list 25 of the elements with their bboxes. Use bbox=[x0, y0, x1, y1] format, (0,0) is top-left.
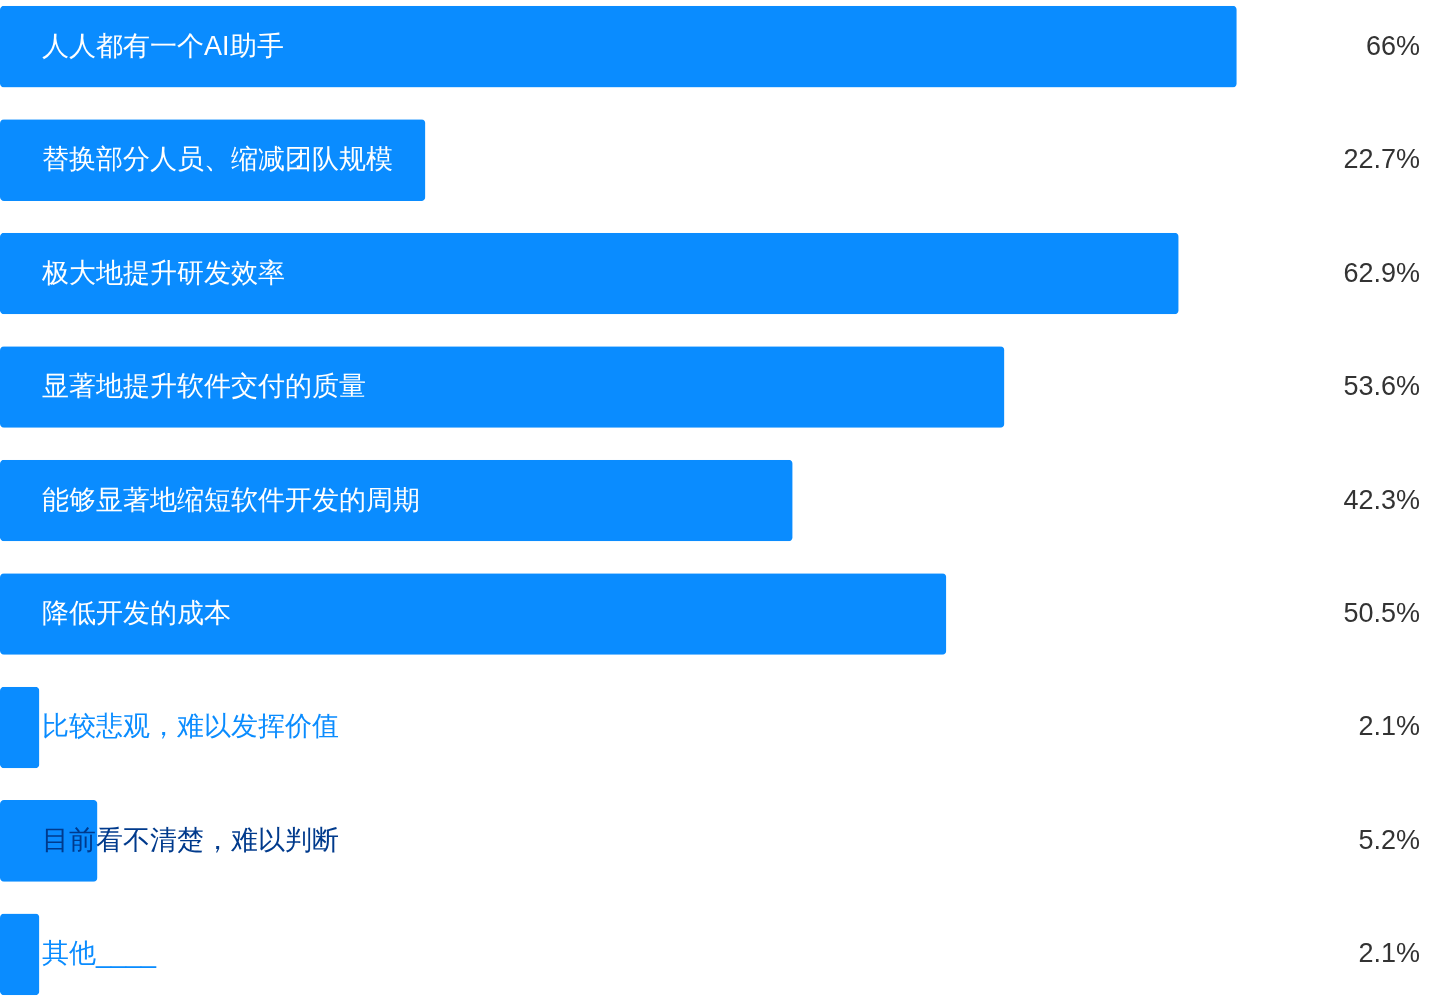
data-label: 53.6% bbox=[1343, 371, 1420, 402]
bar bbox=[0, 800, 98, 882]
y-tick-label: 比较悲观，难以发挥价值 bbox=[42, 711, 339, 742]
bar bbox=[0, 459, 793, 542]
y-tick-label: 显著地提升软件交付的质量 bbox=[42, 371, 366, 402]
data-label: 22.7% bbox=[1343, 144, 1420, 175]
bar bbox=[0, 232, 1179, 315]
data-label: 66% bbox=[1365, 30, 1420, 61]
data-label: 2.1% bbox=[1358, 938, 1420, 969]
y-tick-label: 降低开发的成本 bbox=[42, 597, 231, 628]
data-label: 2.1% bbox=[1358, 711, 1420, 742]
y-tick-label: 极大地提升研发效率 bbox=[41, 257, 285, 288]
data-label: 42.3% bbox=[1343, 484, 1420, 515]
y-tick-label: 能够显著地缩短软件开发的周期 bbox=[42, 484, 420, 515]
bar bbox=[0, 5, 1237, 88]
y-tick-label: 替换部分人员、缩减团队规模 bbox=[42, 144, 393, 175]
bar bbox=[0, 573, 947, 655]
bar bbox=[0, 686, 40, 769]
data-label: 50.5% bbox=[1343, 597, 1420, 628]
bar bbox=[0, 913, 40, 996]
data-label: 62.9% bbox=[1343, 257, 1420, 288]
bar bbox=[0, 346, 1005, 428]
data-label: 5.2% bbox=[1358, 824, 1420, 855]
y-tick-label: 其他____ bbox=[42, 938, 158, 969]
y-tick-label: 人人都有一个AI助手 bbox=[42, 30, 284, 61]
